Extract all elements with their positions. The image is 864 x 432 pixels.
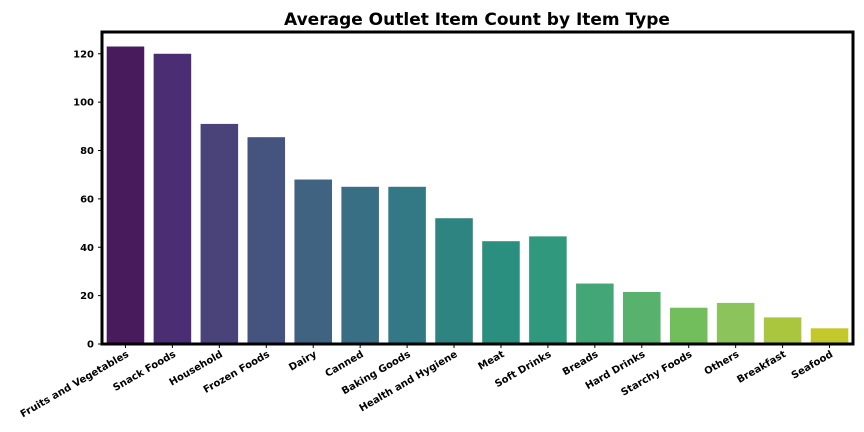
- y-axis: 0 20 40 60 80 100 120: [73, 49, 102, 351]
- y-tick-label: 40: [80, 243, 94, 254]
- bar-seafood: [810, 328, 849, 344]
- y-tick-label: 60: [80, 194, 94, 205]
- bar-health-and-hygiene: [435, 218, 473, 344]
- x-tick-label: Canned: [324, 349, 366, 380]
- y-tick-label: 100: [73, 98, 94, 109]
- chart-title: Average Outlet Item Count by Item Type: [284, 10, 670, 30]
- bar-frozen-foods: [247, 137, 286, 344]
- y-tick-label: 0: [87, 340, 94, 351]
- bar-starchy-foods: [669, 307, 708, 344]
- bar-dairy: [294, 179, 332, 344]
- x-tick-label: Breakfast: [735, 349, 788, 386]
- bar-soft-drinks: [529, 236, 567, 344]
- x-tick-label: Dairy: [287, 349, 319, 374]
- bar-fruits-and-vegetables: [106, 46, 145, 344]
- bar-snack-foods: [153, 53, 192, 344]
- plot-frame: [100, 30, 855, 346]
- bar-breakfast: [763, 317, 802, 344]
- y-tick-label: 20: [80, 291, 94, 302]
- bar-breads: [576, 283, 614, 344]
- bar-meat: [482, 241, 520, 344]
- bars-group: [106, 46, 849, 344]
- bar-others: [716, 302, 755, 344]
- x-tick-label: Meat: [476, 349, 506, 373]
- x-tick-label: Seafood: [790, 349, 835, 382]
- bar-household: [200, 123, 239, 344]
- x-tick-label: Others: [703, 349, 742, 378]
- bar-canned: [341, 186, 379, 344]
- bar-hard-drinks: [623, 292, 661, 344]
- y-tick-label: 80: [80, 146, 94, 157]
- y-tick-label: 120: [73, 49, 94, 60]
- bar-baking-goods: [388, 186, 426, 344]
- x-tick-label: Breads: [561, 349, 600, 378]
